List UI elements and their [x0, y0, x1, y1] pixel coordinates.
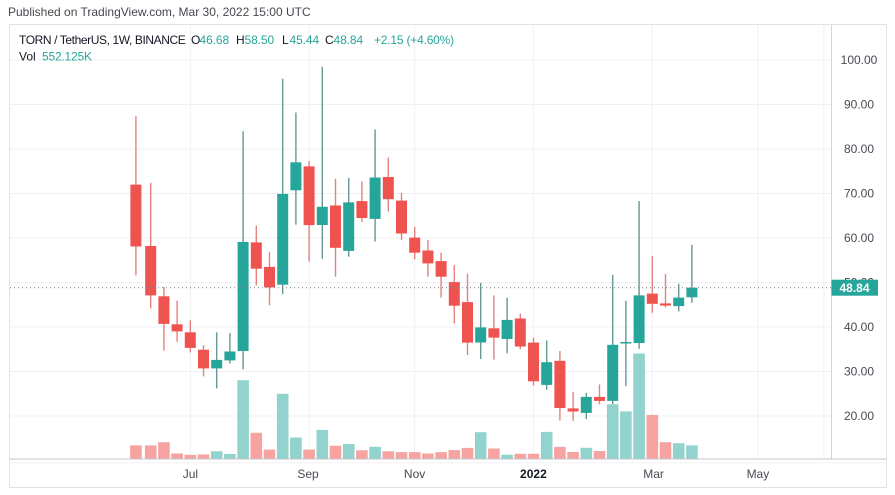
svg-text:C: C — [325, 33, 334, 47]
svg-text:Vol: Vol — [19, 50, 36, 64]
svg-text:Mar: Mar — [643, 467, 664, 481]
svg-text:40.00: 40.00 — [844, 320, 874, 334]
svg-text:O: O — [191, 33, 200, 47]
svg-text:+2.15 (+4.60%): +2.15 (+4.60%) — [374, 33, 454, 47]
svg-text:80.00: 80.00 — [844, 142, 874, 156]
svg-text:58.50: 58.50 — [245, 33, 275, 47]
svg-text:20.00: 20.00 — [844, 409, 874, 423]
svg-text:H: H — [236, 33, 245, 47]
svg-text:46.68: 46.68 — [200, 33, 230, 47]
svg-text:100.00: 100.00 — [841, 53, 878, 67]
svg-text:48.84: 48.84 — [839, 281, 869, 295]
svg-text:Published on TradingView.com,: Published on TradingView.com, Mar 30, 20… — [8, 5, 311, 19]
svg-text:Jul: Jul — [183, 467, 198, 481]
svg-text:60.00: 60.00 — [844, 231, 874, 245]
svg-text:2022: 2022 — [520, 467, 547, 481]
svg-text:May: May — [747, 467, 770, 481]
svg-text:48.84: 48.84 — [334, 33, 364, 47]
svg-text:TORN / TetherUS, 1W, BINANCE: TORN / TetherUS, 1W, BINANCE — [19, 33, 186, 47]
svg-text:552.125K: 552.125K — [42, 50, 92, 64]
svg-text:90.00: 90.00 — [844, 98, 874, 112]
svg-text:L: L — [282, 33, 289, 47]
svg-text:70.00: 70.00 — [844, 187, 874, 201]
svg-text:Nov: Nov — [404, 467, 425, 481]
svg-text:30.00: 30.00 — [844, 365, 874, 379]
svg-text:45.44: 45.44 — [290, 33, 320, 47]
svg-text:Sep: Sep — [297, 467, 319, 481]
